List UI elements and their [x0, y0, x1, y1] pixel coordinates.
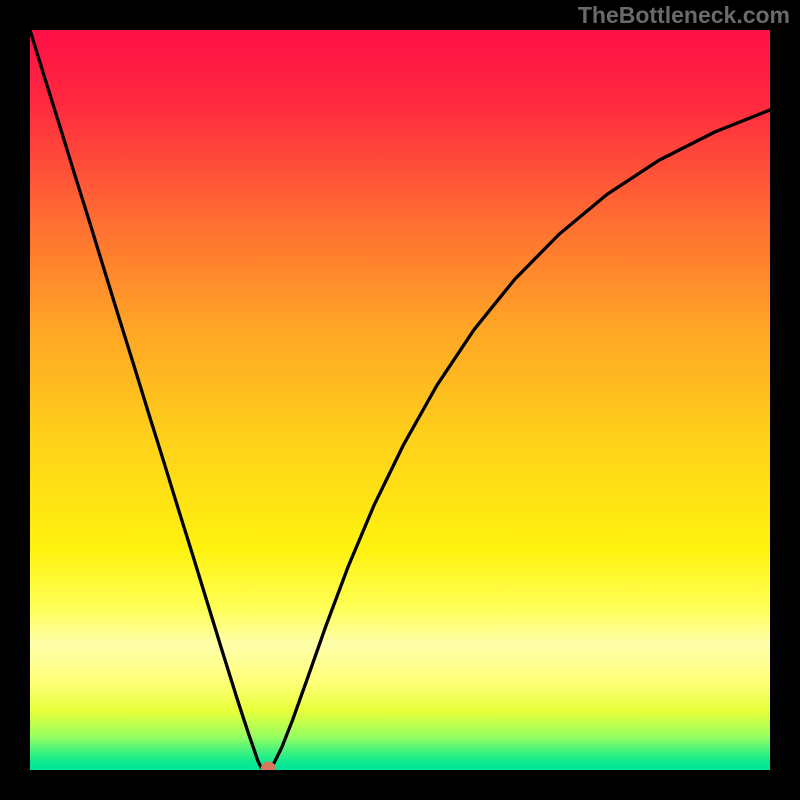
chart-plot-area — [30, 30, 770, 770]
chart-frame: TheBottleneck.com — [0, 0, 800, 800]
chart-background — [30, 30, 770, 770]
watermark-text: TheBottleneck.com — [578, 2, 790, 29]
